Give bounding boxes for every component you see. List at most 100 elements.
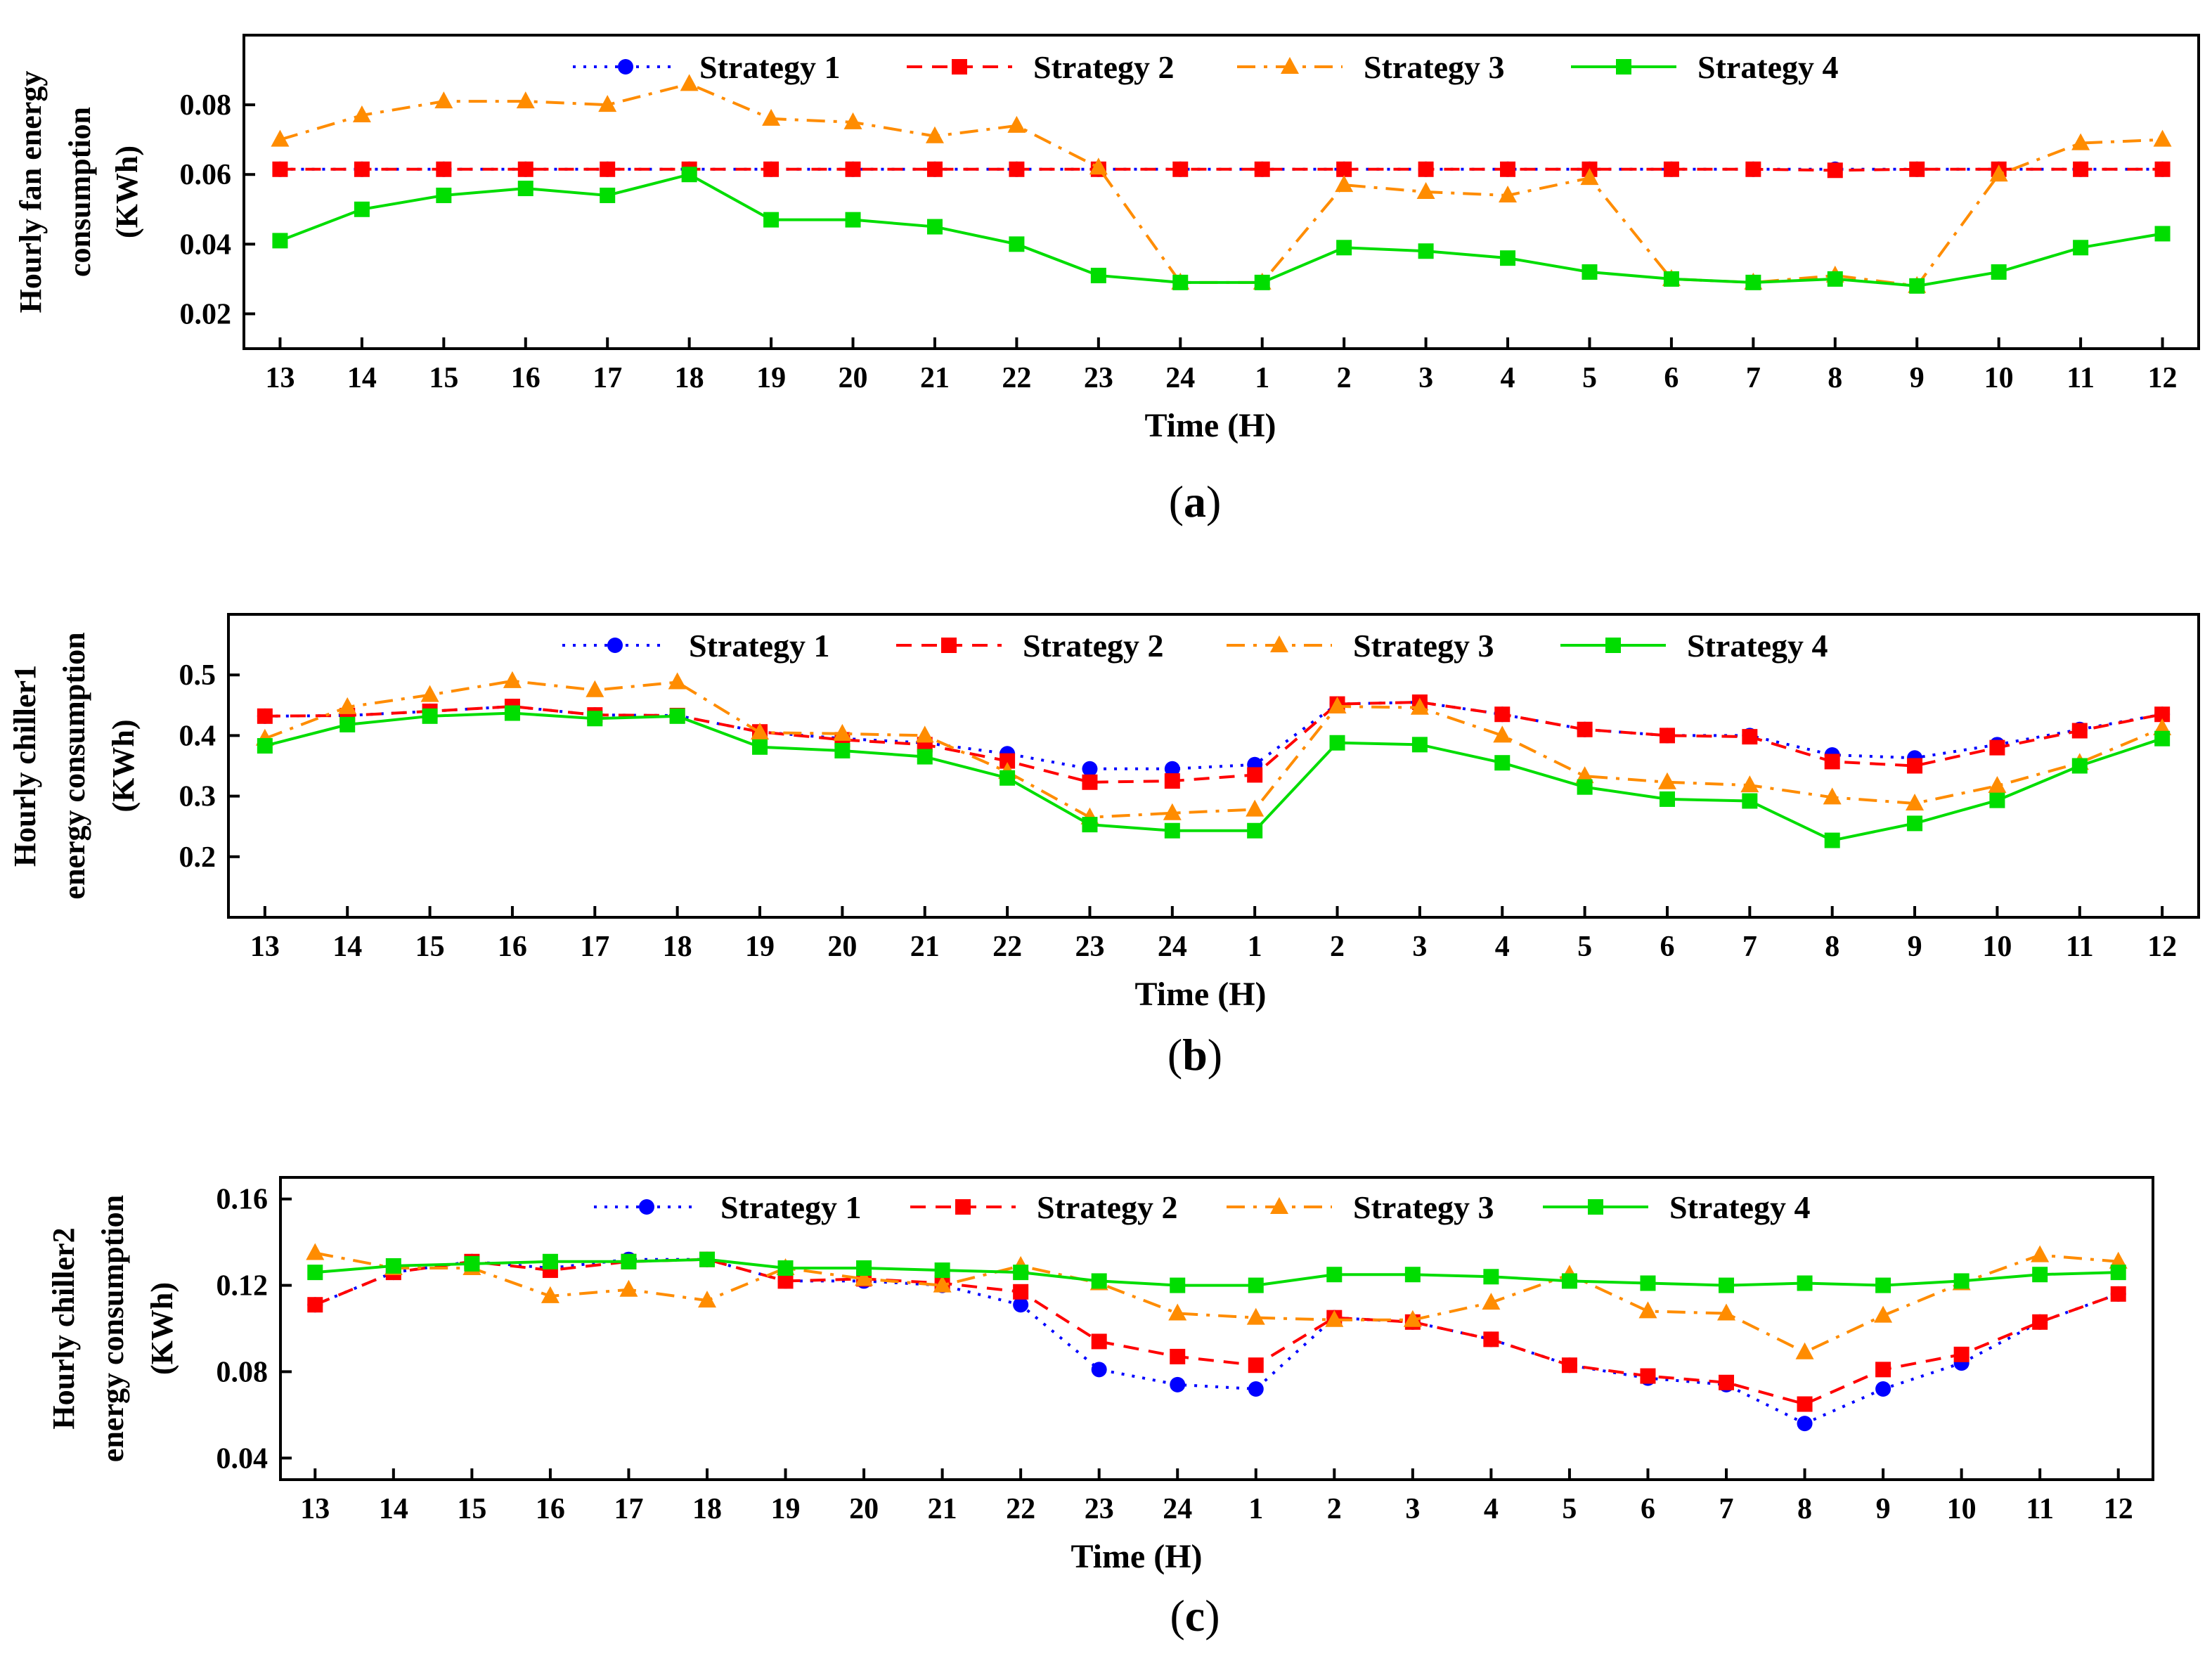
x-tick-label: 18 [692,1493,722,1525]
data-point [1582,264,1597,280]
data-point [1577,780,1593,795]
series-4 [272,167,2170,294]
data-point [1875,1381,1891,1397]
legend-label: Strategy 1 [720,1189,862,1225]
x-tick-label: 5 [1562,1493,1577,1525]
data-point [762,109,780,126]
x-tick-label: 18 [663,931,692,963]
data-point [1494,706,1510,722]
x-tick-label: 16 [511,362,541,394]
data-point [1825,833,1840,848]
caption-1: (a) [1169,477,1222,526]
x-tick-label: 7 [1746,362,1761,394]
data-point [763,162,779,177]
y-axis-label: (KWh) [145,1282,179,1375]
data-point [763,212,779,228]
x-tick-label: 21 [910,931,940,963]
data-point [1013,1265,1028,1280]
x-tick-label: 17 [593,362,622,394]
data-point [1640,1369,1655,1384]
caption-part: ( [1170,1591,1184,1641]
x-tick-label: 8 [1825,931,1839,963]
legend: Strategy 1 Strategy 2 Strategy 3 Strategy 4 [573,49,1839,85]
data-point [2155,226,2171,241]
data-point [518,181,533,196]
data-point [354,162,370,177]
x-tick-label: 17 [614,1493,643,1525]
chart-panel-2: 0.20.30.40.513 14 15 16 17 18 19 20 21 22 23 24 1 2 3 4… [8,614,2199,1013]
data-point [2031,1246,2049,1262]
x-tick-label: 12 [2104,1493,2133,1525]
data-point [503,671,522,688]
data-point [1796,1343,1814,1359]
data-point [1013,1284,1028,1300]
x-tick-label: 4 [1484,1493,1499,1525]
series-2 [272,162,2170,178]
x-tick-label: 13 [250,931,280,963]
data-point [1000,770,1015,786]
data-point [1745,275,1761,290]
legend-marker [639,1199,654,1215]
data-point [1483,1331,1499,1347]
y-axis-label: (KWh) [110,146,144,238]
data-point [680,74,699,91]
data-point [2032,1267,2048,1282]
y-axis-label: energy consumption [57,632,91,899]
x-tick-label: 13 [265,362,295,394]
legend-label: Strategy 2 [1023,628,1164,664]
x-axis-label: Time (H) [1144,407,1276,444]
data-point [1500,250,1515,266]
x-tick-label: 7 [1742,931,1757,963]
data-point [1797,1397,1813,1412]
y-tick-label: 0.2 [179,841,216,874]
x-tick-label: 10 [1947,1493,1977,1525]
data-point [1562,1357,1577,1373]
x-tick-label: 16 [536,1493,565,1525]
data-point [1082,761,1097,777]
data-point [436,162,451,177]
x-tick-label: 11 [2066,931,2094,963]
x-tick-label: 14 [332,931,362,963]
x-tick-label: 22 [1006,1493,1035,1525]
data-point [1742,793,1757,808]
data-point [1336,240,1352,255]
x-tick-label: 4 [1501,362,1515,394]
data-point [1660,791,1675,807]
data-point [1500,162,1515,177]
data-point [1909,162,1925,177]
data-point [1255,162,1270,177]
x-tick-label: 24 [1163,1493,1192,1525]
data-point [586,680,604,697]
x-tick-label: 3 [1412,931,1427,963]
data-point [1954,1347,1970,1362]
legend-label: Strategy 2 [1033,49,1175,85]
caption-part: ) [1208,1030,1222,1080]
data-point [935,1262,950,1278]
series-4 [307,1252,2126,1293]
y-tick-label: 0.04 [180,228,232,261]
data-point [257,709,273,724]
legend-marker [952,59,967,75]
x-tick-label: 3 [1405,1493,1420,1525]
x-tick-label: 1 [1255,362,1269,394]
data-point [1991,264,2007,280]
data-point [1638,1301,1657,1318]
x-tick-label: 16 [498,931,527,963]
data-point [1082,817,1097,832]
x-tick-label: 20 [839,362,868,394]
caption-2: (b) [1168,1030,1222,1080]
x-tick-label: 1 [1248,1493,1263,1525]
data-point [1658,773,1676,789]
data-point [1577,722,1593,737]
series-line [315,1253,2118,1352]
data-point [2154,731,2170,747]
x-tick-label: 6 [1641,1493,1655,1525]
data-point [1009,162,1024,177]
legend-marker [955,1199,971,1215]
data-point [1165,823,1180,839]
x-axis-label: Time (H) [1071,1538,1202,1575]
legend-marker [618,59,633,75]
data-point [1255,275,1270,290]
x-tick-label: 2 [1330,931,1345,963]
x-tick-label: 9 [1908,931,1922,963]
